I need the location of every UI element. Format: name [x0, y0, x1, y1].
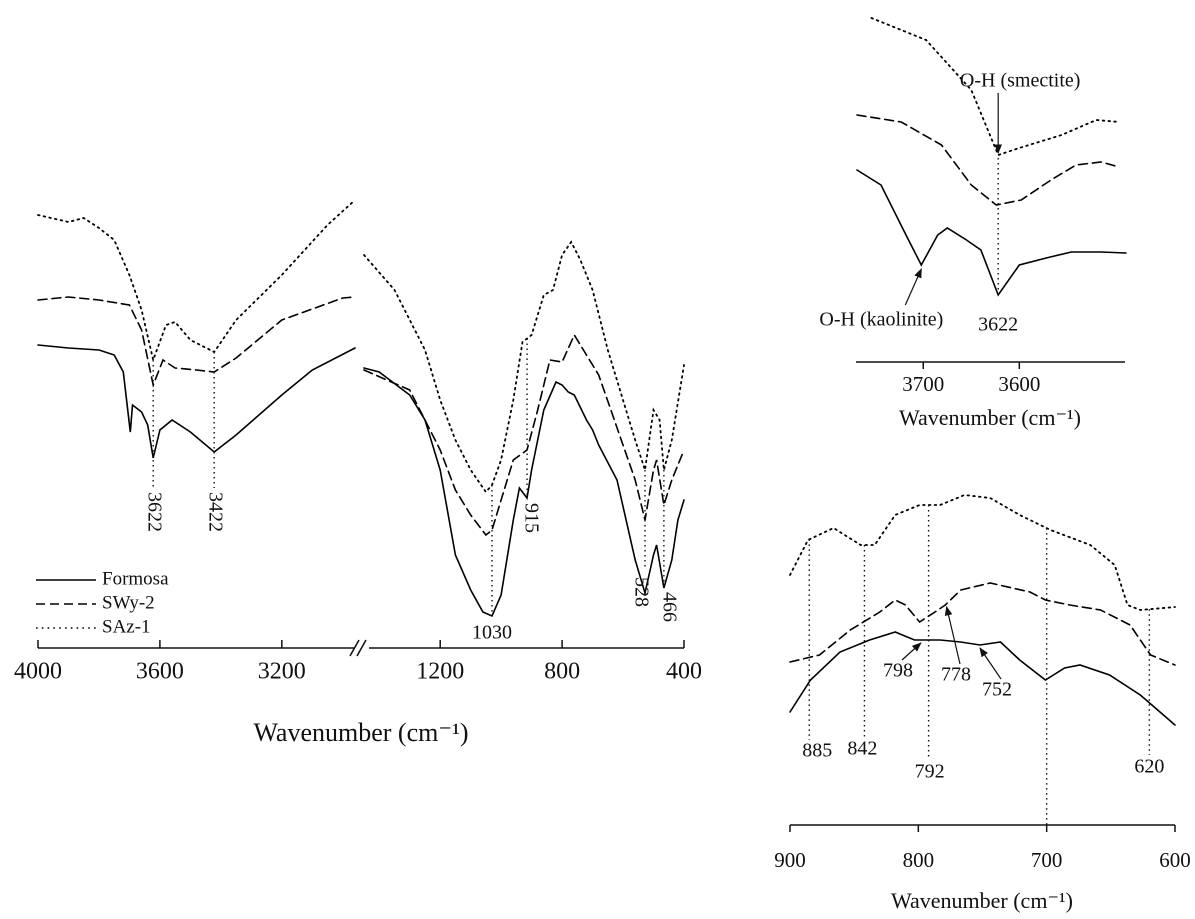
- axis-break: [349, 639, 360, 657]
- arrow: [901, 642, 922, 661]
- arrow: [979, 647, 1002, 680]
- x-axis-label: Wavenumber (cm⁻¹): [253, 718, 468, 747]
- peak-label: 792: [915, 761, 945, 783]
- peak-label: 1030: [472, 622, 512, 644]
- x-tick-label: 3600: [998, 372, 1040, 396]
- x-tick-label: 400: [666, 659, 702, 685]
- x-tick-label: 700: [1031, 848, 1063, 872]
- spectrum-line: [789, 582, 1176, 666]
- x-tick-label: 600: [1159, 848, 1191, 872]
- legend-label: SWy-2: [102, 592, 155, 613]
- spectrum-line: [856, 169, 1127, 297]
- peak-label: 915: [520, 503, 542, 533]
- x-tick-label: 4000: [14, 659, 62, 685]
- peak-label: 466: [658, 592, 680, 622]
- peak-label: 778: [941, 664, 971, 686]
- peak-label: 3622: [978, 314, 1018, 336]
- x-tick-label: 3700: [902, 372, 944, 396]
- axis-break: [356, 639, 367, 657]
- arrow: [904, 268, 922, 306]
- spectrum-line: [789, 494, 1176, 611]
- spectrum-line: [37, 344, 356, 459]
- spectrum-line: [789, 631, 1176, 726]
- peak-label: 620: [1134, 756, 1164, 778]
- x-tick-label: 800: [903, 848, 935, 872]
- peak-label: 842: [847, 738, 877, 760]
- peak-label: 528: [630, 577, 652, 607]
- spectrum-line: [37, 296, 356, 388]
- x-tick-label: 3600: [136, 659, 184, 685]
- spectrum-line: [363, 240, 685, 494]
- spectrum-line: [856, 114, 1120, 206]
- spectrum-line: [870, 17, 1121, 157]
- annotation: O-H (kaolinite): [819, 309, 943, 331]
- x-tick-label: 900: [774, 848, 806, 872]
- peak-label: 885: [802, 740, 832, 762]
- x-axis-label: Wavenumber (cm⁻¹): [899, 405, 1081, 430]
- spectrum-line: [37, 199, 356, 364]
- peak-label: 752: [982, 679, 1012, 701]
- annotation: O-H (smectite): [960, 70, 1081, 92]
- peak-label: 798: [883, 660, 913, 682]
- peak-label: 3622: [144, 492, 166, 532]
- legend-label: SAz-1: [102, 616, 151, 637]
- x-tick-label: 1200: [416, 659, 464, 685]
- legend-label: Formosa: [102, 568, 169, 589]
- x-axis-label: Wavenumber (cm⁻¹): [891, 888, 1073, 913]
- x-tick-label: 3200: [258, 659, 306, 685]
- arrow: [944, 605, 961, 665]
- x-tick-label: 800: [544, 659, 580, 685]
- spectrum-line: [363, 333, 685, 537]
- spectrum-line: [363, 367, 685, 618]
- peak-label: 3422: [205, 492, 227, 532]
